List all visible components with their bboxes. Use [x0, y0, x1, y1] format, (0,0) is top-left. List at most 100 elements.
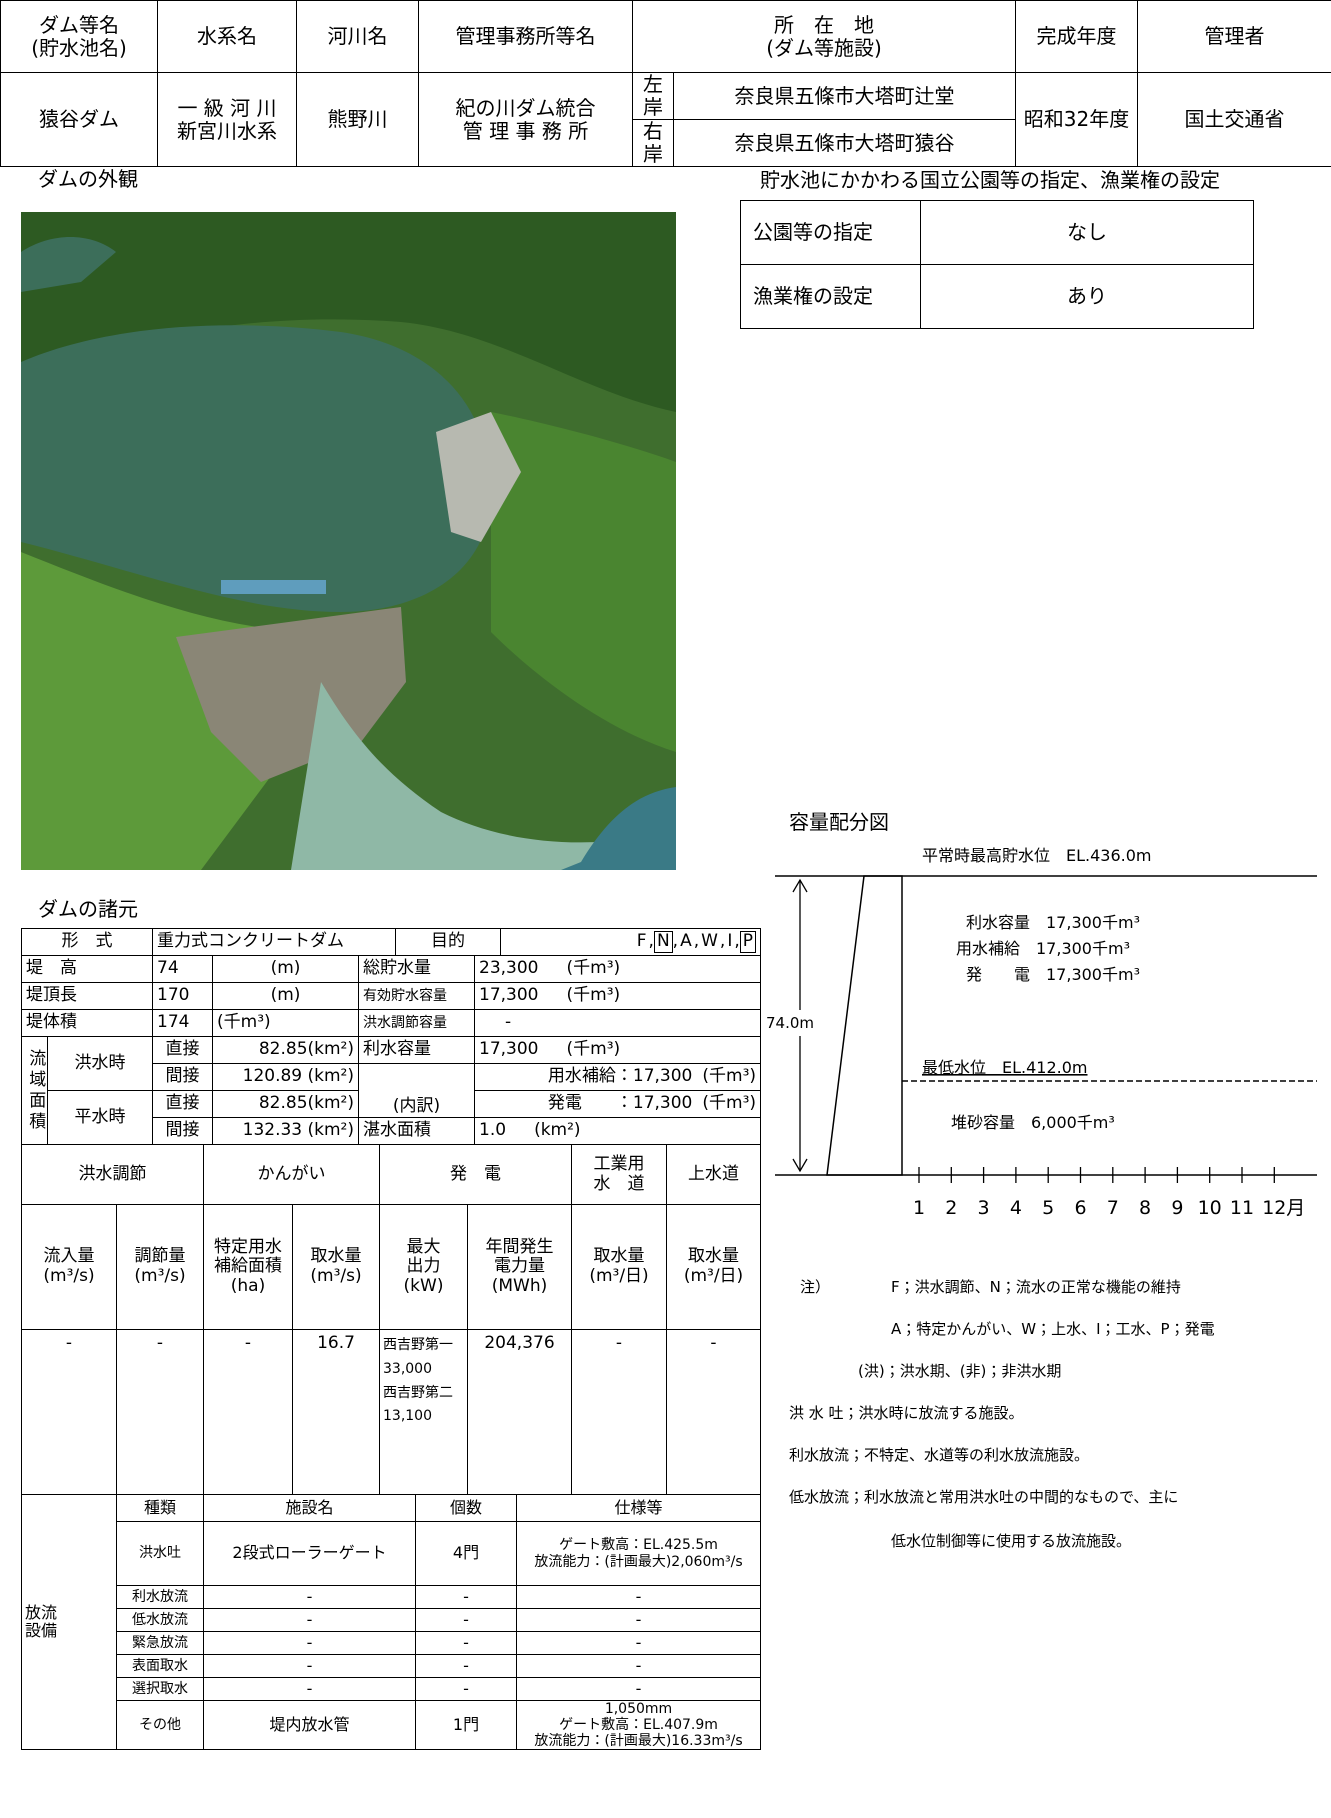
spec-value: 120.89 (km²) — [212, 1063, 359, 1091]
month-label: 10 — [1198, 1197, 1222, 1219]
dam-photo — [21, 212, 676, 870]
release-cell: 2段式ローラーゲート — [203, 1521, 416, 1586]
shape — [221, 580, 326, 594]
release-cell: - — [415, 1677, 517, 1701]
sediment-label: 堆砂容量 6,000千m³ — [951, 1113, 1115, 1132]
purpose-column: 調節量 (m³/s) — [116, 1204, 204, 1330]
release-cell: - — [203, 1631, 416, 1655]
spec-unit: (千m³) — [212, 1009, 359, 1037]
spec-value: 17,300 — [479, 1039, 539, 1060]
bank-label: 右岸 — [632, 119, 674, 167]
purpose-separator: , — [734, 931, 740, 952]
spec-unit: (千m³) — [566, 1039, 621, 1060]
shape: 公園等の指定 なし — [740, 200, 1254, 265]
spec-label: 洪水調節容量 — [357, 1009, 476, 1037]
month-label: 11 — [1230, 1197, 1254, 1219]
month-label: 6 — [1074, 1197, 1086, 1219]
purpose-value: 204,376 — [467, 1329, 572, 1495]
shape: 間接 132.33 (km²) 湛水面積 1.0 (km²) — [22, 1117, 762, 1145]
spec-value: 174 — [152, 1009, 213, 1037]
breakdown-unit: (千m³) — [702, 1093, 757, 1114]
note-line: 利水放流；不特定、水道等の利水放流施設。 — [789, 1446, 1090, 1464]
release-table: 放流 設備 種類 施設名 個数 仕様等 洪水吐 2段式ローラーゲート 4門 ゲート敷高：EL.… — [21, 1493, 761, 1751]
section-title: ダムの諸元 — [38, 897, 138, 921]
release-header: 種類 — [116, 1494, 204, 1522]
release-header: 施設名 — [203, 1494, 416, 1522]
spec-label: 総貯水量 — [357, 955, 476, 983]
shape: ダム等名 (貯水池名) 水系名 河川名 管理事務所等名 所 在 地 (ダム等施設… — [0, 0, 1331, 73]
release-cell: 洪水吐 — [116, 1521, 204, 1586]
spec-label: 形 式 — [21, 928, 153, 956]
purpose-value: - — [21, 1329, 117, 1495]
shape: 放流 設備 種類 施設名 個数 仕様等 洪水吐 2段式ローラーゲート 4門 ゲート敷高：EL.… — [21, 1493, 761, 1751]
bank-location: 奈良県五條市大塔町辻堂 — [672, 72, 1017, 120]
release-row: その他 堤内放水管 1門 1,050mm ゲート敷高：EL.407.9m 放流能力：(… — [22, 1699, 761, 1751]
release-cell: 堤内放水管 — [203, 1699, 416, 1751]
breakdown-name: 用水補給 — [547, 1066, 616, 1087]
catchment-sub-label: 洪水時 — [47, 1036, 153, 1091]
shape: 放流 設備 種類 施設名 個数 仕様等 — [21, 1493, 761, 1751]
dam-section — [826, 875, 903, 1176]
purpose-value: - — [203, 1329, 293, 1495]
release-row: 洪水吐 2段式ローラーゲート 4門 ゲート敷高：EL.425.5m 放流能力：(計画最… — [22, 1521, 761, 1586]
spec-value: 1.0 — [479, 1120, 507, 1141]
release-cell: - — [516, 1677, 761, 1701]
release-cell: - — [415, 1654, 517, 1678]
shape — [21, 212, 676, 412]
note-line: 低水放流；利水放流と常用洪水吐の中間的なもので、主に — [789, 1488, 1179, 1506]
release-cell: 選択取水 — [116, 1677, 204, 1701]
office: 紀の川ダム統合 管 理 事 務 所 — [418, 72, 633, 167]
spec-label: 堤体積 — [21, 1009, 153, 1037]
release-header: 仕様等 — [516, 1494, 761, 1522]
release-cell: 利水放流 — [116, 1585, 204, 1609]
header-label: 管理事務所等名 — [418, 0, 633, 73]
month-label: 4 — [1010, 1197, 1022, 1219]
purpose-value: - — [571, 1329, 667, 1495]
shape: 右岸 奈良県五條市大塔町猿谷 — [1, 119, 1331, 167]
capacity-diagram: 平常時最高貯水位 EL.436.0m 利水容量 17,300千m³ 用水補給 1… — [766, 846, 1317, 1219]
shape: 洪水調節 かんがい 発 電 工業用 水 道 上水道 — [21, 1144, 761, 1205]
release-cell: 1,050mm ゲート敷高：EL.407.9m 放流能力：(計画最大)16.33… — [516, 1699, 761, 1751]
release-cell: - — [203, 1608, 416, 1632]
spec-unit: (m) — [212, 982, 359, 1010]
breakdown-cell: 発電 ：17,300 (千m³) — [474, 1090, 762, 1118]
shape: 堤頂長 170 (m) 有効貯水容量 17,300 (千m³) — [21, 982, 762, 1010]
shape: 猿谷ダム 一 級 河 川 新宮川水系 熊野川 紀の川ダム統合 管 理 事 務 所… — [0, 72, 1331, 167]
purpose-group: かんがい — [203, 1144, 380, 1205]
water-use-label: 発 電 17,300千m³ — [966, 965, 1140, 984]
spec-value-cell: 23,300 (千m³) — [474, 955, 762, 983]
purpose-value: - — [116, 1329, 204, 1495]
spec-label: 直接 — [152, 1090, 213, 1118]
month-label: 9 — [1171, 1197, 1183, 1219]
shape — [561, 787, 676, 870]
spec-label: 利水容量 — [357, 1036, 476, 1064]
shape: ダム等名 (貯水池名) 水系名 河川名 管理事務所等名 所 在 地 (ダム等施設… — [0, 0, 1331, 167]
month-unit: 月 — [1286, 1197, 1305, 1219]
spec-label: 堤 高 — [21, 955, 153, 983]
header-label: 所 在 地 (ダム等施設) — [631, 0, 1017, 73]
purpose-code: A — [680, 931, 692, 952]
release-header: 個数 — [415, 1494, 517, 1522]
purpose-group: 発 電 — [379, 1144, 572, 1205]
shape: 間接 120.89 (km²) (内訳) 用水補給：17,300 (千m³) — [22, 1063, 762, 1118]
spec-label: 間接 — [152, 1117, 213, 1145]
purpose-column: 流入量 (m³/s) — [21, 1204, 117, 1330]
release-cell: - — [415, 1631, 517, 1655]
release-cell: - — [516, 1585, 761, 1609]
spec-value: 82.85(km²) — [212, 1090, 359, 1118]
spec-unit: (m) — [212, 955, 359, 983]
purpose-column: 取水量 (m³/日) — [571, 1204, 667, 1330]
release-cell: ゲート敷高：EL.425.5m 放流能力：(計画最大)2,060m³/s — [516, 1521, 761, 1586]
spec-value: 82.85(km²) — [212, 1036, 359, 1064]
park-label: 公園等の指定 — [740, 200, 921, 265]
release-cell: 1門 — [415, 1699, 517, 1751]
water-use-label: 利水容量 17,300千m³ — [966, 913, 1140, 932]
release-cell: - — [415, 1585, 517, 1609]
note-line: 洪 水 吐；洪水時に放流する施設。 — [789, 1404, 1024, 1422]
purpose-separator: , — [693, 931, 700, 952]
catchment-label: 流域面積 — [21, 1036, 48, 1145]
low-water-label: 最低水位 EL.412.0m — [922, 1058, 1088, 1077]
spec-value: 132.33 (km²) — [212, 1117, 359, 1145]
